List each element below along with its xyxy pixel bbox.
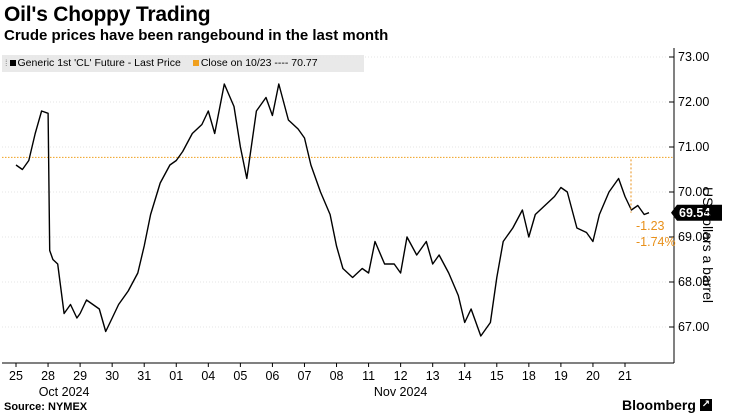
- legend-series-label: Generic 1st 'CL' Future - Last Price: [17, 57, 181, 69]
- y-tick-label: 72.00: [678, 95, 709, 109]
- chart-title: Oil's Choppy Trading: [4, 3, 211, 26]
- x-tick-label: 05: [233, 369, 247, 383]
- change-percent-label: -1.74%: [636, 235, 676, 249]
- last-value-label: 69.54: [679, 206, 710, 220]
- source-note: Source: NYMEX: [4, 401, 88, 413]
- x-tick-label: 12: [394, 369, 408, 383]
- y-tick-label: 73.00: [678, 50, 709, 64]
- x-tick-label: 21: [618, 369, 632, 383]
- legend-handle-icon: ⁞: [5, 58, 8, 68]
- y-tick-label: 71.00: [678, 140, 709, 154]
- chart-subtitle: Crude prices have been rangebound in the…: [4, 27, 389, 44]
- x-tick-label: 18: [522, 369, 536, 383]
- y-tick-label: 68.00: [678, 275, 709, 289]
- x-tick-label: 11: [362, 369, 375, 383]
- x-tick-label: 07: [298, 369, 312, 383]
- brand-logo: Bloomberg ↗: [622, 397, 712, 413]
- x-tick-label: 14: [458, 369, 472, 383]
- price-series-line: [15, 83, 650, 337]
- y-tick-label: 67.00: [678, 320, 709, 334]
- x-tick-label: 30: [105, 369, 119, 383]
- x-group-label: Oct 2024: [39, 385, 90, 399]
- x-tick-label: 15: [490, 369, 504, 383]
- y-axis-label: US dollars a barrel: [700, 187, 716, 303]
- x-tick-label: 13: [426, 369, 440, 383]
- legend: ⁞ Generic 1st 'CL' Future - Last Price Clo…: [2, 55, 364, 72]
- y-tick-label: 69.00: [678, 230, 709, 244]
- brand-name: Bloomberg: [622, 397, 696, 413]
- change-value-label: -1.23: [636, 219, 665, 233]
- arrow-icon: ↗: [699, 399, 712, 411]
- x-tick-label: 20: [586, 369, 600, 383]
- x-tick-label: 08: [330, 369, 344, 383]
- x-tick-label: 19: [554, 369, 568, 383]
- x-tick-label: 06: [265, 369, 279, 383]
- y-tick-label: 70.00: [678, 185, 709, 199]
- x-tick-label: 04: [201, 369, 215, 383]
- legend-reference-swatch: [192, 60, 199, 66]
- x-tick-label: 28: [41, 369, 55, 383]
- legend-reference-label: Close on 10/23 ---- 70.77: [200, 57, 318, 69]
- last-value-tag: [671, 204, 722, 221]
- x-tick-label: 31: [137, 369, 151, 383]
- x-tick-label: 01: [169, 369, 183, 383]
- x-tick-label: 29: [73, 369, 87, 383]
- legend-series-swatch: [9, 60, 16, 66]
- x-tick-label: 25: [9, 369, 23, 383]
- x-group-label: Nov 2024: [374, 385, 428, 399]
